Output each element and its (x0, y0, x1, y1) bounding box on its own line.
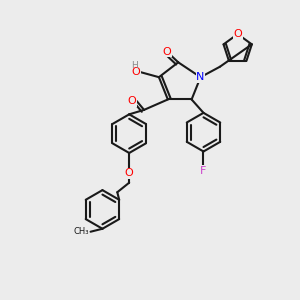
Text: CH₃: CH₃ (74, 227, 89, 236)
Text: O: O (233, 29, 242, 39)
Text: H: H (131, 61, 138, 70)
Text: F: F (200, 166, 207, 176)
Text: O: O (132, 67, 140, 77)
Text: O: O (163, 47, 172, 57)
Text: O: O (128, 96, 136, 106)
Text: O: O (125, 168, 134, 178)
Text: N: N (196, 72, 205, 82)
